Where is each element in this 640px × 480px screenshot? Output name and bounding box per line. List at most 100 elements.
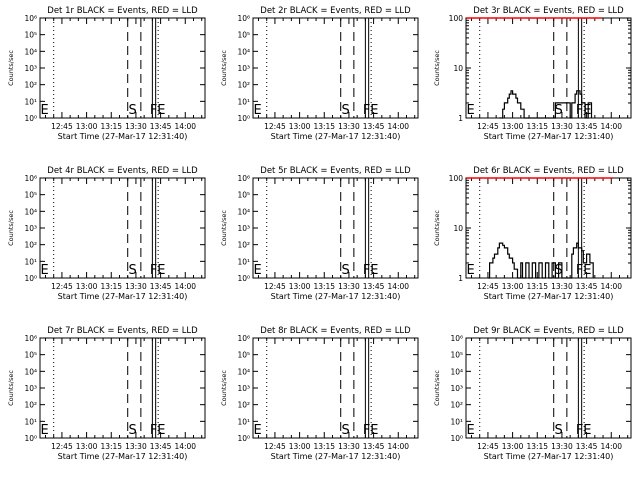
event-marker-label: E xyxy=(370,263,378,278)
y-tick-label: 10⁴ xyxy=(237,47,250,56)
plot-frame xyxy=(465,17,632,119)
x-tick-label: 13:15 xyxy=(313,282,335,291)
plot-frame xyxy=(39,337,206,439)
y-axis-label: Counts/sec xyxy=(220,210,228,246)
x-tick-label: 12:45 xyxy=(264,282,286,291)
y-tick-label: 10⁴ xyxy=(237,207,250,216)
event-marker-label: E xyxy=(370,423,378,438)
event-marker-label: S xyxy=(342,103,350,118)
event-marker-label: F xyxy=(363,103,370,118)
x-tick-label: 14:00 xyxy=(174,282,196,291)
detector-panel: Det 2r BLACK = Events, RED = LLD 10⁰ 10¹ 10… xyxy=(220,6,419,141)
y-tick-label: 10³ xyxy=(24,384,37,393)
panel-title: Det 7r BLACK = Events, RED = LLD xyxy=(47,326,198,336)
x-tick-label: 12:45 xyxy=(51,122,73,131)
event-marker-label: E xyxy=(253,263,261,278)
y-tick-label: 10¹ xyxy=(24,257,37,266)
y-tick-label: 10⁶ xyxy=(24,14,37,23)
y-tick-label: 100 xyxy=(449,14,464,23)
event-marker-label: E xyxy=(466,263,474,278)
x-tick-label: 13:15 xyxy=(100,442,122,451)
x-tick-label: 13:45 xyxy=(363,442,385,451)
event-marker-label: F xyxy=(150,103,157,118)
event-marker-label: S xyxy=(129,263,137,278)
x-tick-label: 13:00 xyxy=(289,122,311,131)
event-marker-label: F xyxy=(363,263,370,278)
y-axis-label: Counts/sec xyxy=(7,370,15,406)
x-axis-label: Start Time (27-Mar-17 12:31:40) xyxy=(271,292,401,301)
panel-title: Det 8r BLACK = Events, RED = LLD xyxy=(260,326,411,336)
event-marker-label: S xyxy=(129,103,137,118)
event-marker-label: S xyxy=(555,423,563,438)
y-tick-label: 10³ xyxy=(450,384,463,393)
detector-panel: Det 6r BLACK = Events, RED = LLD 1 10 100 Co… xyxy=(433,166,632,301)
y-tick-label: 10⁴ xyxy=(24,207,37,216)
x-tick-label: 13:00 xyxy=(76,282,98,291)
y-tick-label: 10³ xyxy=(237,224,250,233)
event-marker-label: E xyxy=(157,103,165,118)
detector-panel: Det 1r BLACK = Events, RED = LLD 10⁰ 10¹ 10… xyxy=(7,6,206,141)
y-axis-label: Counts/sec xyxy=(433,50,441,86)
x-tick-label: 13:00 xyxy=(502,442,524,451)
y-tick-label: 10 xyxy=(453,64,463,73)
data-series-line xyxy=(487,242,594,279)
y-tick-label: 10⁵ xyxy=(237,191,250,200)
panel-title: Det 3r BLACK = Events, RED = LLD xyxy=(473,6,624,16)
y-tick-label: 10⁴ xyxy=(450,367,463,376)
x-tick-label: 13:45 xyxy=(576,442,598,451)
plot-frame xyxy=(252,177,419,279)
y-tick-label: 10⁵ xyxy=(24,351,37,360)
event-marker-label: F xyxy=(576,423,583,438)
y-tick-label: 10³ xyxy=(237,64,250,73)
y-axis-label: Counts/sec xyxy=(7,210,15,246)
y-tick-label: 10¹ xyxy=(237,97,250,106)
event-marker-label: E xyxy=(157,423,165,438)
event-marker-label: E xyxy=(466,423,474,438)
x-tick-label: 14:00 xyxy=(387,442,409,451)
x-tick-label: 12:45 xyxy=(477,282,499,291)
y-tick-label: 10⁰ xyxy=(237,274,250,283)
panel-title: Det 5r BLACK = Events, RED = LLD xyxy=(260,166,411,176)
event-marker-label: F xyxy=(150,263,157,278)
y-tick-label: 10⁵ xyxy=(24,191,37,200)
x-tick-label: 13:30 xyxy=(338,442,360,451)
event-marker-label: S xyxy=(555,263,563,278)
x-tick-label: 13:45 xyxy=(150,442,172,451)
y-tick-label: 10¹ xyxy=(24,97,37,106)
y-tick-label: 10⁶ xyxy=(237,14,250,23)
x-tick-label: 13:00 xyxy=(76,122,98,131)
y-tick-label: 10⁰ xyxy=(450,434,463,443)
x-tick-label: 12:45 xyxy=(477,122,499,131)
y-tick-label: 10³ xyxy=(24,224,37,233)
y-tick-label: 10³ xyxy=(237,384,250,393)
x-tick-label: 12:45 xyxy=(264,442,286,451)
y-tick-label: 10⁶ xyxy=(24,334,37,343)
y-tick-label: 10⁵ xyxy=(24,31,37,40)
x-tick-label: 12:45 xyxy=(51,282,73,291)
y-axis-label: Counts/sec xyxy=(220,370,228,406)
x-tick-label: 13:00 xyxy=(76,442,98,451)
event-marker-label: E xyxy=(40,423,48,438)
x-tick-label: 13:30 xyxy=(338,282,360,291)
panel-title: Det 1r BLACK = Events, RED = LLD xyxy=(47,6,198,16)
x-tick-label: 14:00 xyxy=(600,282,622,291)
y-tick-label: 10¹ xyxy=(237,417,250,426)
event-marker-label: E xyxy=(583,263,591,278)
y-tick-label: 10⁶ xyxy=(24,174,37,183)
y-tick-label: 10¹ xyxy=(450,417,463,426)
x-tick-label: 14:00 xyxy=(174,442,196,451)
x-tick-label: 13:00 xyxy=(289,442,311,451)
x-tick-label: 12:45 xyxy=(264,122,286,131)
y-tick-label: 1 xyxy=(458,274,463,283)
y-tick-label: 1 xyxy=(458,114,463,123)
event-marker-label: F xyxy=(363,423,370,438)
y-tick-label: 10² xyxy=(237,81,250,90)
panel-title: Det 4r BLACK = Events, RED = LLD xyxy=(47,166,198,176)
x-tick-label: 13:00 xyxy=(502,282,524,291)
x-tick-label: 14:00 xyxy=(387,282,409,291)
y-axis-label: Counts/sec xyxy=(220,50,228,86)
panel-title: Det 2r BLACK = Events, RED = LLD xyxy=(260,6,411,16)
plot-frame xyxy=(39,17,206,119)
panel-title: Det 6r BLACK = Events, RED = LLD xyxy=(473,166,624,176)
